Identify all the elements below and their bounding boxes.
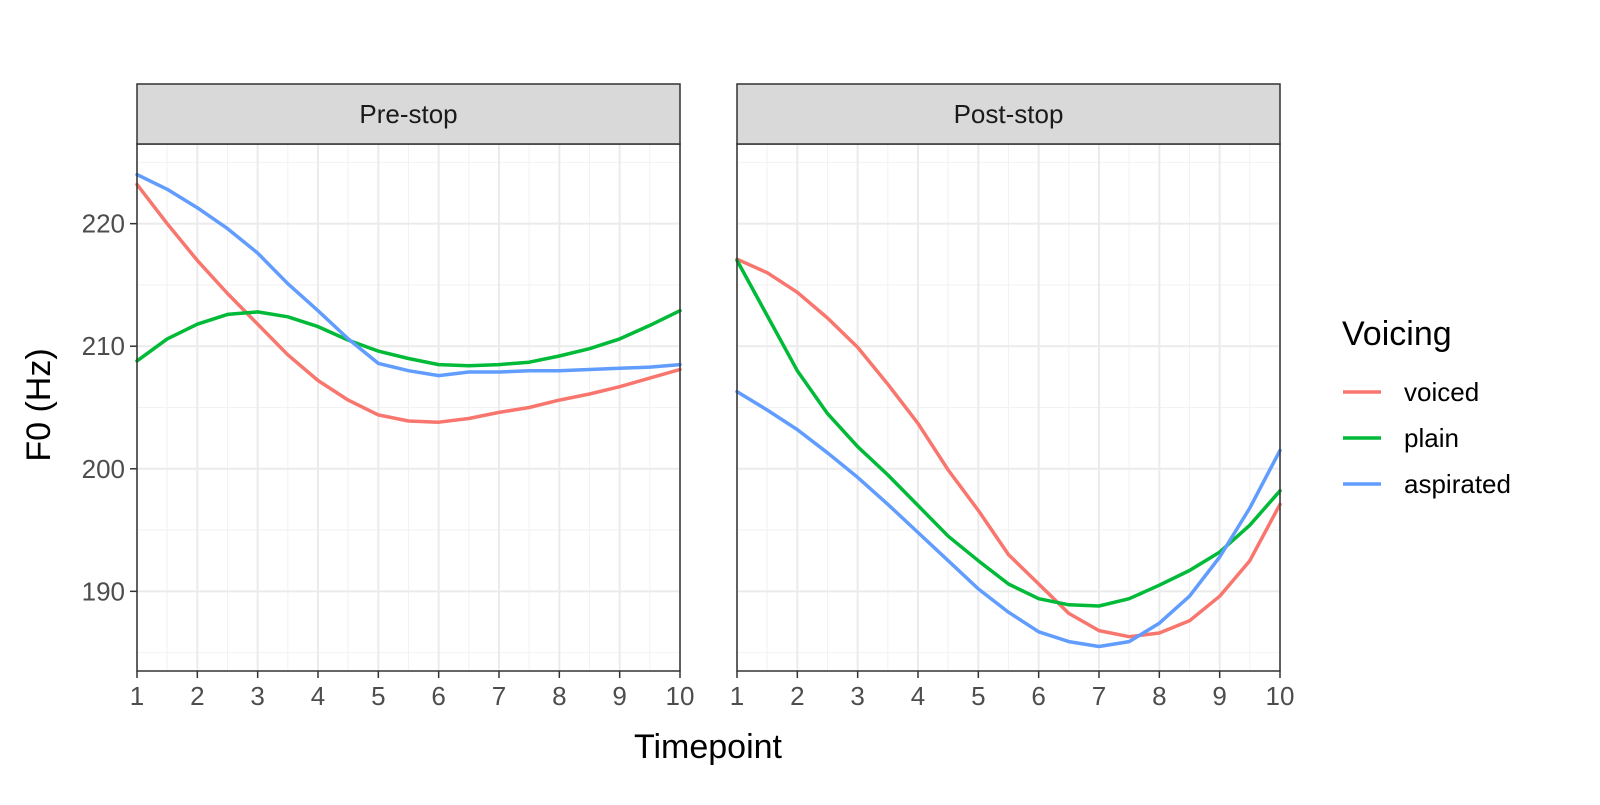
x-tick-label: 6	[431, 681, 445, 711]
y-tick-label: 210	[82, 331, 125, 361]
y-tick-label: 220	[82, 209, 125, 239]
x-tick-label: 8	[552, 681, 566, 711]
y-axis-title: F0 (Hz)	[20, 348, 58, 461]
x-tick-label: 3	[250, 681, 264, 711]
x-tick-label: 2	[190, 681, 204, 711]
legend-title: Voicing	[1342, 315, 1452, 353]
x-tick-label: 9	[1212, 681, 1226, 711]
facet-strip	[736, 83, 1281, 145]
x-tick-label: 7	[1092, 681, 1106, 711]
x-tick-label: 10	[1266, 681, 1295, 711]
series-line-aspirated	[735, 389, 1282, 649]
panel-0: Pre-stop 1 2 3 4 5 6 7 8 9 10 190 200 210 220	[82, 83, 695, 711]
x-tick-label: 8	[1152, 681, 1166, 711]
y-tick-label: 200	[82, 454, 125, 484]
facet-strip	[136, 83, 681, 145]
x-tick-label: 1	[730, 681, 744, 711]
series-line-plain	[135, 308, 682, 368]
x-tick-label: 2	[790, 681, 804, 711]
legend-item-plain: plain	[1343, 423, 1459, 453]
panel-1: Post-stop 1 2 3 4 5 6 7 8 9 10	[730, 83, 1295, 711]
series-line-voiced	[135, 182, 682, 424]
x-tick-label: 9	[612, 681, 626, 711]
x-tick-label: 4	[911, 681, 925, 711]
x-tick-label: 3	[850, 681, 864, 711]
x-tick-label: 5	[371, 681, 385, 711]
series-line-aspirated	[135, 172, 682, 378]
x-axis-title: Timepoint	[634, 728, 783, 766]
x-tick-label: 7	[492, 681, 506, 711]
series-line-plain	[735, 258, 1282, 608]
x-tick-label: 1	[130, 681, 144, 711]
legend-label: plain	[1404, 423, 1459, 453]
y-tick-label: 190	[82, 576, 125, 606]
facet-strip-label: Pre-stop	[359, 99, 457, 129]
series-line-voiced	[735, 257, 1282, 639]
legend-label: voiced	[1404, 377, 1479, 407]
legend: Voicing voiced plain aspirated	[1342, 315, 1511, 499]
x-tick-label: 4	[311, 681, 325, 711]
facet-strip-label: Post-stop	[954, 99, 1064, 129]
x-tick-label: 10	[666, 681, 695, 711]
x-tick-label: 6	[1031, 681, 1045, 711]
legend-label: aspirated	[1404, 469, 1511, 499]
legend-item-voiced: voiced	[1343, 377, 1479, 407]
legend-items: voiced plain aspirated	[1343, 377, 1511, 499]
legend-item-aspirated: aspirated	[1343, 469, 1511, 499]
x-tick-label: 5	[971, 681, 985, 711]
